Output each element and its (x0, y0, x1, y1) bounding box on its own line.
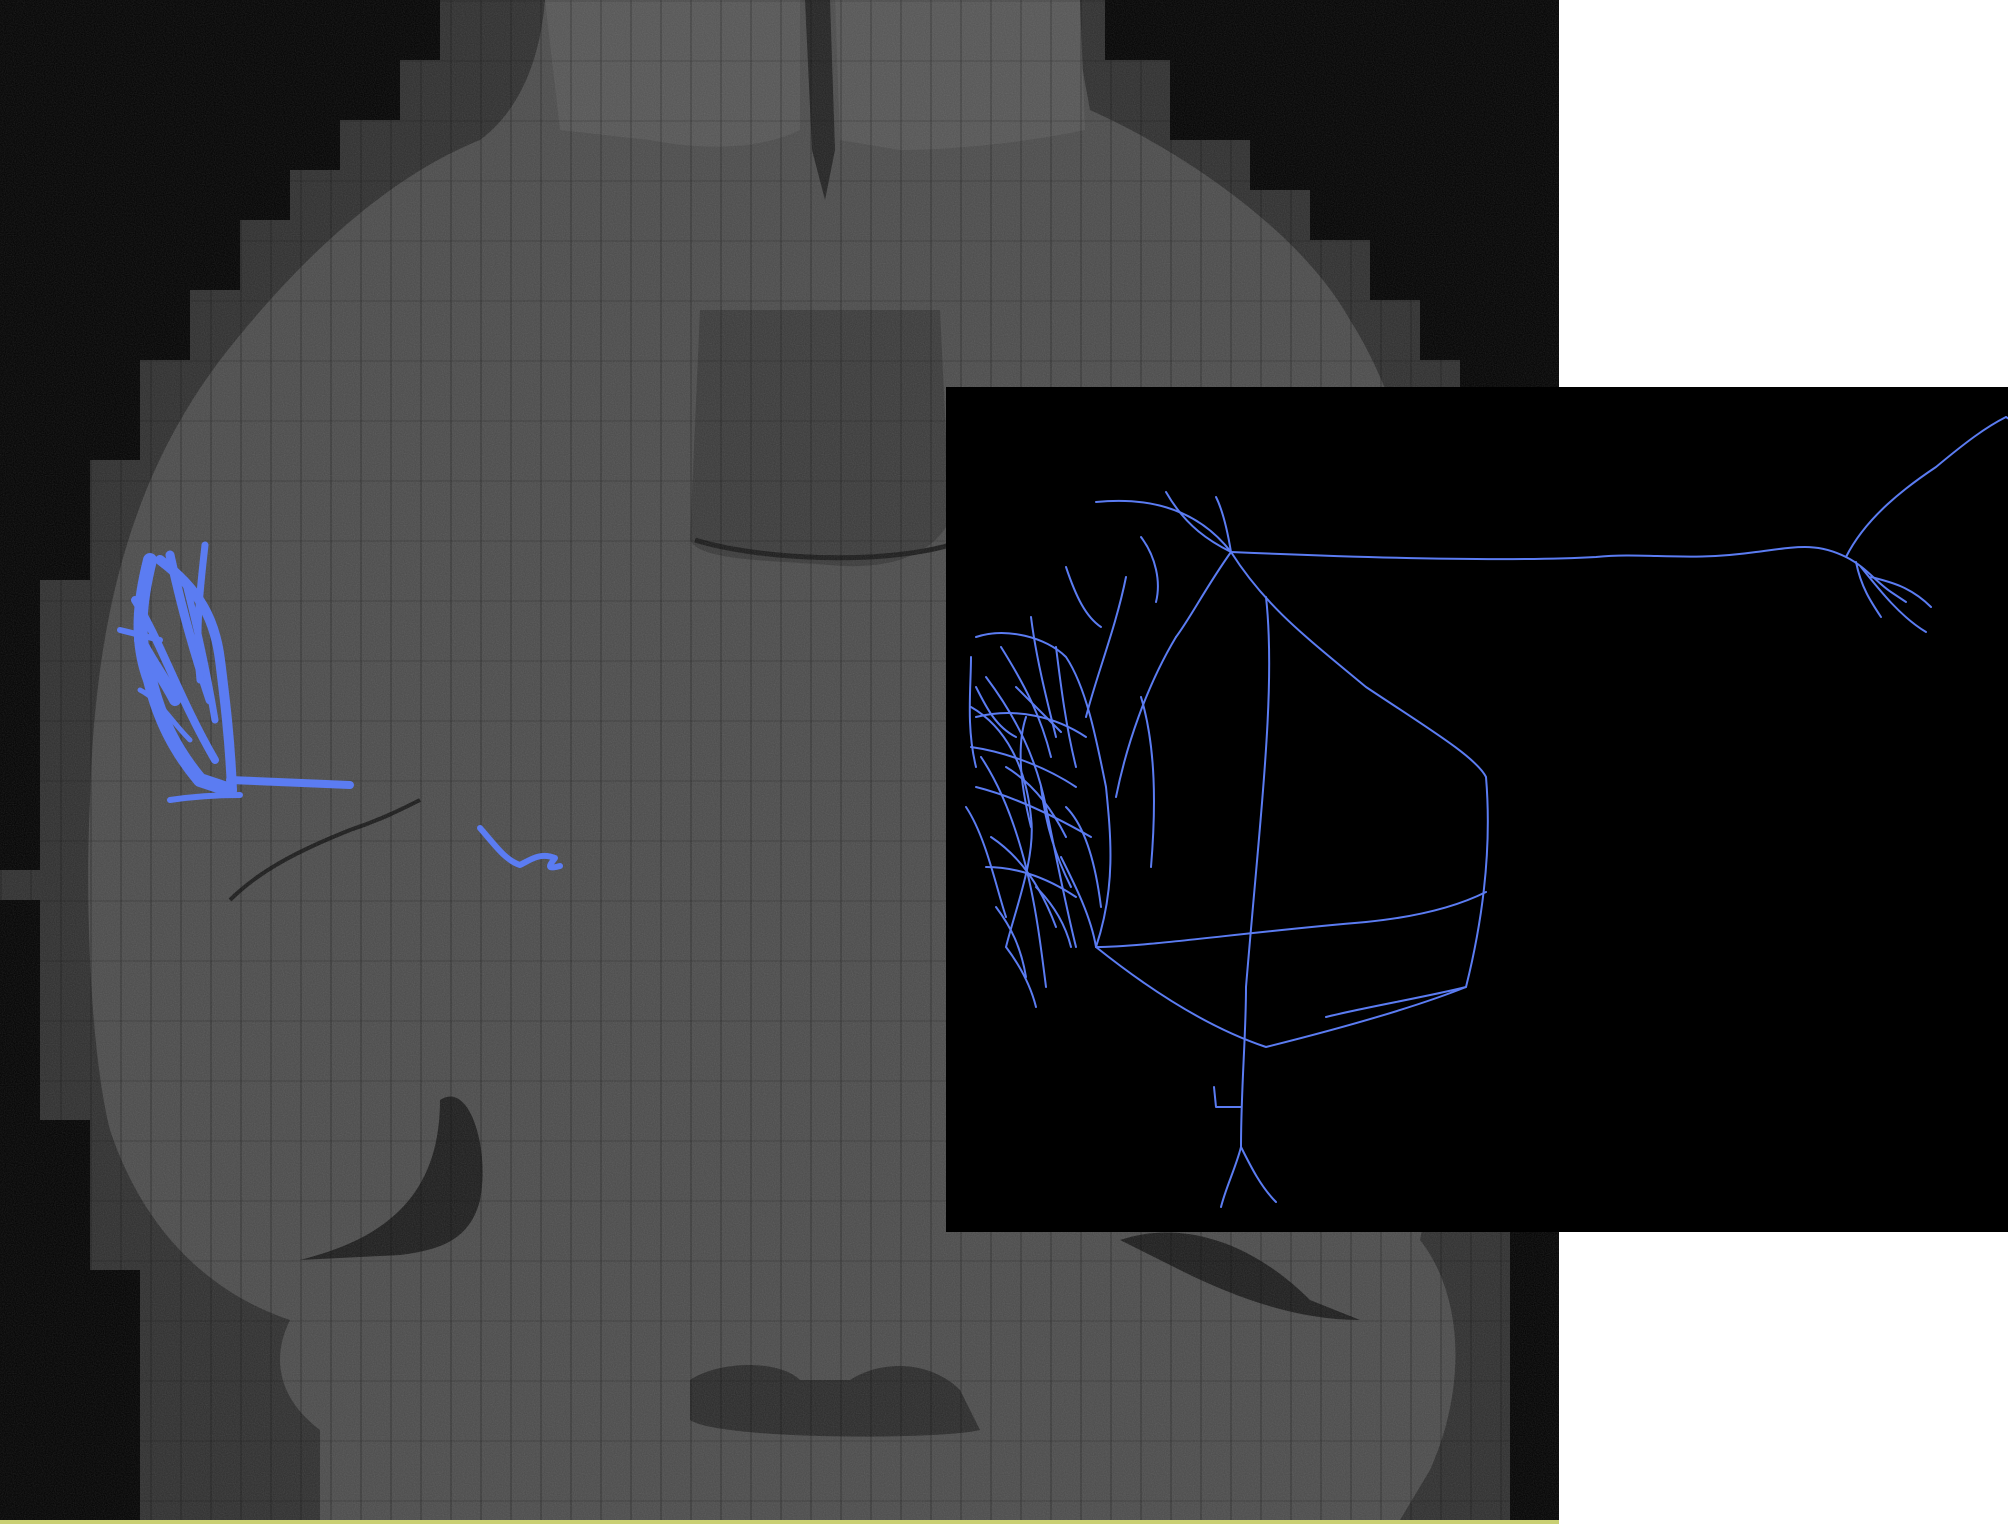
neuron-trace (965, 416, 2008, 1208)
neuron-trace-on-section (117, 541, 563, 871)
bottom-edge-line (0, 1520, 1559, 1524)
neuron-reconstruction-inset (946, 387, 2008, 1232)
neuron-reconstruction-image (965, 416, 2008, 1208)
